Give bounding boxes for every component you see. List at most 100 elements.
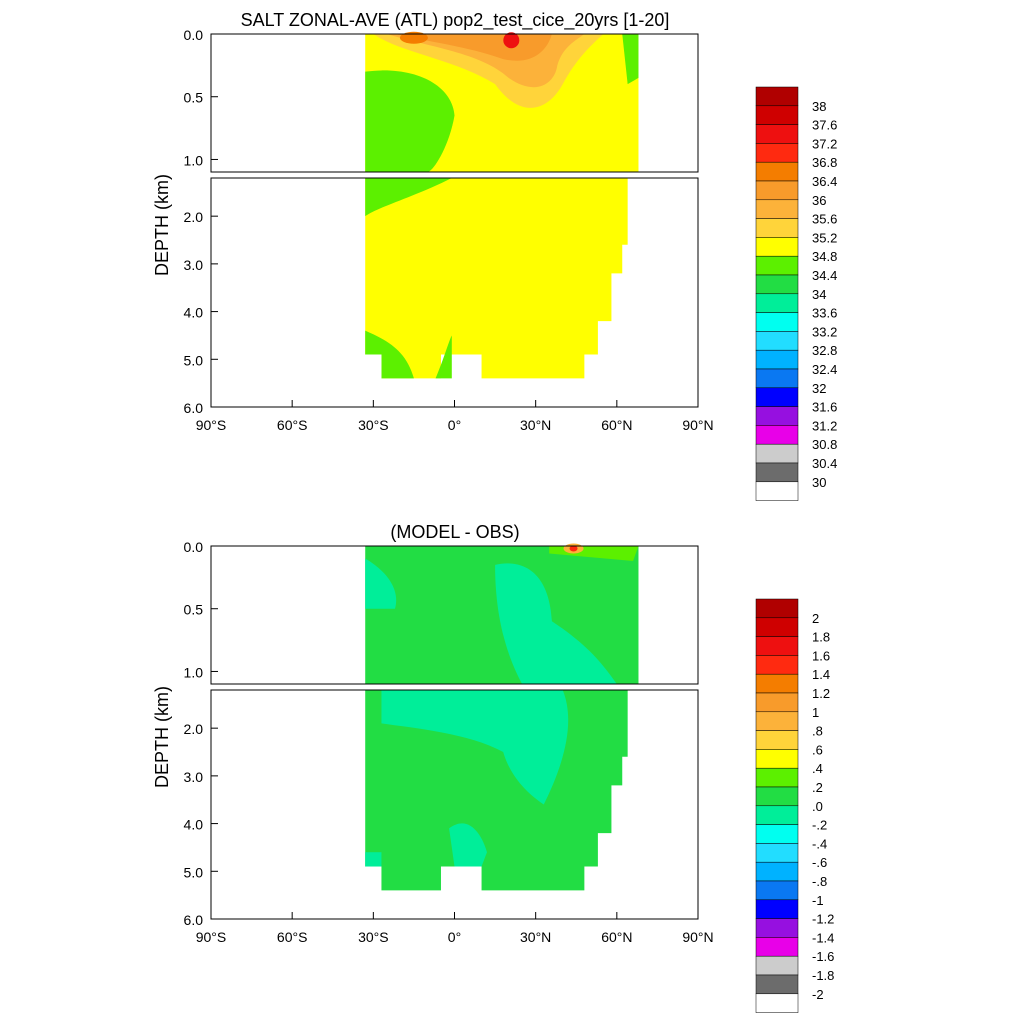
- subpolar-fill: [622, 34, 639, 85]
- colorbar-box: [755, 481, 799, 501]
- x-tick-label: 60°N: [601, 929, 632, 945]
- y-tick-label: 5.0: [184, 864, 204, 880]
- colorbar-label: 36: [812, 193, 826, 208]
- bottom-water-fill-2: [435, 335, 452, 379]
- panel-salinity: SALT ZONAL-AVE (ATL) pop2_test_cice_20yr…: [152, 10, 837, 501]
- y-tick-label: 1.0: [184, 152, 204, 168]
- y-tick-label: 0.5: [184, 90, 204, 106]
- colorbar-box: [755, 293, 799, 313]
- salinity-max-south: [399, 31, 428, 44]
- colorbar-box: [755, 406, 799, 426]
- x-tick-label: 60°S: [277, 417, 308, 433]
- colorbar-box: [755, 368, 799, 389]
- colorbar-box: [755, 767, 799, 788]
- panel-difference: (MODEL - OBS)0.00.51.02.03.04.05.06.0DEP…: [152, 522, 834, 1013]
- y-tick-label: 0.0: [184, 539, 204, 555]
- colorbar-label: .0: [812, 799, 823, 814]
- x-tick-label: 30°N: [520, 417, 551, 433]
- x-tick-label: 60°S: [277, 929, 308, 945]
- colorbar-label: 37.6: [812, 118, 837, 133]
- colorbar-label: -1.2: [812, 912, 834, 927]
- colorbar-box: [755, 730, 799, 750]
- colorbar-label: 37.2: [812, 136, 837, 151]
- colorbar-label: .4: [812, 761, 823, 776]
- y-tick-label: 4.0: [184, 305, 204, 321]
- colorbar-box: [755, 692, 799, 713]
- colorbar-label: .6: [812, 742, 823, 757]
- y-tick-label: 6.0: [184, 912, 204, 928]
- colorbar-label: -1.8: [812, 968, 834, 983]
- colorbar: 38 37.6 37.2 36.8 36.4 36 35.6 35.2 34.8 34.4 34 33…: [755, 86, 837, 501]
- colorbar-box: [755, 255, 799, 276]
- x-tick-label: 90°S: [196, 929, 227, 945]
- colorbar-label: 31.2: [812, 418, 837, 433]
- y-tick-label: 1.0: [184, 664, 204, 680]
- colorbar-box: [755, 955, 799, 976]
- colorbar-box: [755, 805, 799, 825]
- colorbar-label: -1.4: [812, 930, 834, 945]
- colorbar-box: [755, 331, 799, 351]
- diff-positive-peak: [569, 545, 578, 552]
- diff-bottom-negative: [365, 852, 382, 867]
- colorbar-label: 35.2: [812, 230, 837, 245]
- colorbar-box: [755, 918, 799, 938]
- contour-field: [365, 31, 639, 379]
- colorbar-label: 31.6: [812, 400, 837, 415]
- diff-negative-band: [381, 690, 569, 805]
- upper-axes-frame: [210, 545, 699, 685]
- x-tick-label: 30°S: [358, 929, 389, 945]
- colorbar-label: 1.4: [812, 667, 830, 682]
- colorbar-box: [755, 655, 799, 675]
- colorbar-label: 33.2: [812, 324, 837, 339]
- colorbar-label: 34: [812, 287, 826, 302]
- colorbar-box: [755, 462, 799, 483]
- colorbar-label: 35.6: [812, 212, 837, 227]
- panel-title: SALT ZONAL-AVE (ATL) pop2_test_cice_20yr…: [241, 10, 670, 31]
- colorbar-box: [755, 673, 799, 694]
- colorbar-label: 38: [812, 99, 826, 114]
- diff-negative-south: [365, 558, 397, 609]
- y-tick-label: 0.5: [184, 602, 204, 618]
- y-tick-label: 6.0: [184, 400, 204, 416]
- colorbar-label: -1.6: [812, 949, 834, 964]
- upper-axes-frame: [210, 33, 699, 173]
- colorbar-label: 32.4: [812, 362, 837, 377]
- colorbar-box: [755, 880, 799, 901]
- colorbar-label: -.8: [812, 874, 827, 889]
- y-tick-label: 5.0: [184, 352, 204, 368]
- colorbar-label: 30.4: [812, 456, 837, 471]
- colorbar-box: [755, 993, 799, 1013]
- x-tick-label: 30°N: [520, 929, 551, 945]
- colorbar-label: -.4: [812, 836, 827, 851]
- seafloor-mask: [365, 354, 382, 379]
- y-tick-label: 3.0: [184, 257, 204, 273]
- colorbar-label: -.2: [812, 818, 827, 833]
- colorbar-box: [755, 711, 799, 731]
- colorbar-label: .8: [812, 724, 823, 739]
- colorbar-box: [755, 824, 799, 844]
- salinity-max-north: [503, 32, 520, 49]
- colorbar-box: [755, 843, 799, 863]
- colorbar-box: [755, 86, 799, 107]
- colorbar-label: 33.6: [812, 306, 837, 321]
- y-tick-label: 0.0: [184, 27, 204, 43]
- colorbar-label: 34.8: [812, 249, 837, 264]
- colorbar-label: 36.8: [812, 155, 837, 170]
- colorbar-box: [755, 749, 799, 769]
- colorbar-box: [755, 143, 799, 163]
- colorbar-box: [755, 974, 799, 995]
- colorbar-box: [755, 617, 799, 637]
- deep-water-fill: [365, 178, 628, 379]
- colorbar-box: [755, 899, 799, 919]
- y-tick-label: 2.0: [184, 209, 204, 225]
- colorbar-label: -.6: [812, 855, 827, 870]
- bottom-water-fill: [365, 330, 414, 379]
- colorbar-box: [755, 237, 799, 257]
- y-tick-label: 2.0: [184, 721, 204, 737]
- colorbar-box: [755, 937, 799, 957]
- panel-title: (MODEL - OBS): [390, 522, 519, 542]
- colorbar-box: [755, 387, 799, 407]
- colorbar-label: 1.2: [812, 686, 830, 701]
- x-tick-label: 90°N: [682, 417, 713, 433]
- x-tick-label: 0°: [448, 417, 461, 433]
